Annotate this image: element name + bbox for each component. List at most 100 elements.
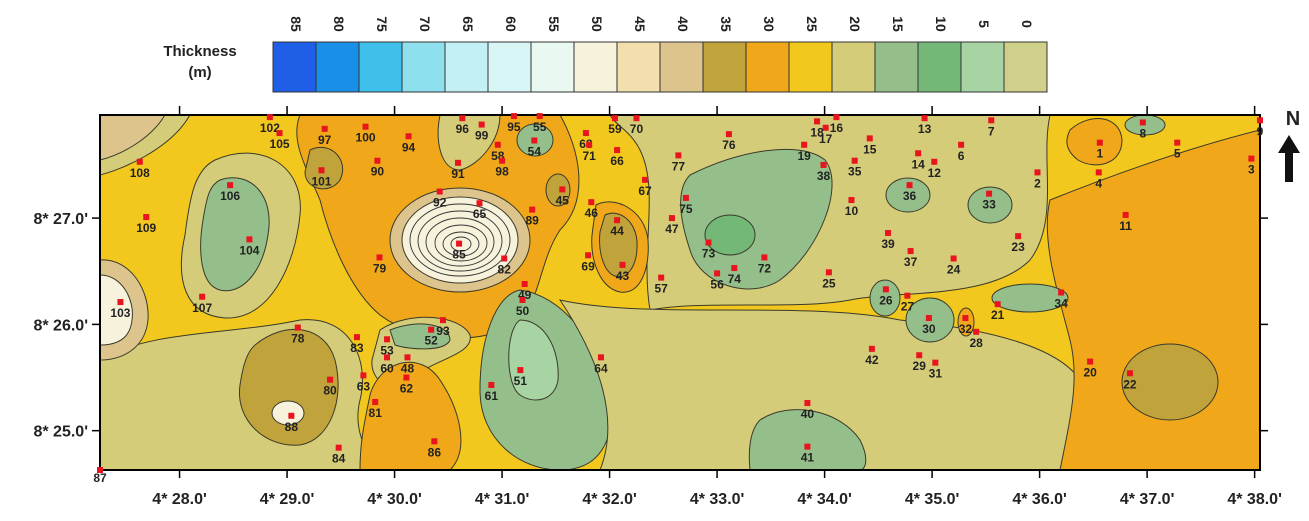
station-marker bbox=[404, 354, 410, 360]
legend-level-label: 35 bbox=[718, 16, 734, 32]
station-label: 35 bbox=[848, 165, 862, 179]
station-marker bbox=[926, 315, 932, 321]
station-label: 92 bbox=[433, 196, 447, 210]
station-marker bbox=[705, 240, 711, 246]
color-swatch bbox=[359, 42, 402, 92]
station-label: 101 bbox=[311, 174, 331, 188]
station-label: 61 bbox=[485, 389, 499, 403]
station-label: 1 bbox=[1096, 147, 1103, 161]
station-marker bbox=[501, 255, 507, 261]
station-label: 27 bbox=[901, 300, 915, 314]
station-marker bbox=[931, 159, 937, 165]
station-marker bbox=[377, 254, 383, 260]
station-label: 108 bbox=[130, 166, 150, 180]
station-label: 74 bbox=[728, 272, 742, 286]
station-marker bbox=[869, 346, 875, 352]
station-label: 60 bbox=[380, 361, 394, 375]
legend-level-label: 0 bbox=[1019, 20, 1035, 28]
station-marker bbox=[199, 294, 205, 300]
station-label: 91 bbox=[451, 167, 465, 181]
station-marker bbox=[585, 252, 591, 258]
y-tick-label: 8* 25.0' bbox=[33, 424, 88, 441]
station-marker bbox=[327, 377, 333, 383]
station-label: 25 bbox=[822, 276, 836, 290]
station-marker bbox=[428, 327, 434, 333]
station-marker bbox=[915, 150, 921, 156]
station-label: 3 bbox=[1248, 163, 1255, 177]
station-marker bbox=[951, 255, 957, 261]
station-label: 94 bbox=[402, 140, 416, 154]
legend-level-label: 75 bbox=[374, 16, 390, 32]
station-label: 48 bbox=[401, 361, 415, 375]
station-marker bbox=[559, 186, 565, 192]
x-tick-label: 4* 35.0' bbox=[905, 491, 960, 508]
station-label: 6 bbox=[958, 149, 965, 163]
station-marker bbox=[833, 114, 839, 120]
station-label: 40 bbox=[801, 407, 815, 421]
station-label: 11 bbox=[1119, 219, 1132, 233]
station-label: 62 bbox=[400, 382, 414, 396]
station-label: 96 bbox=[456, 122, 470, 136]
station-label: 20 bbox=[1083, 366, 1097, 380]
station-label: 31 bbox=[929, 367, 943, 381]
station-marker bbox=[431, 438, 437, 444]
station-marker bbox=[1034, 169, 1040, 175]
station-marker bbox=[848, 197, 854, 203]
station-marker bbox=[973, 329, 979, 335]
station-label: 105 bbox=[270, 137, 290, 151]
station-marker bbox=[459, 115, 465, 121]
station-label: 70 bbox=[630, 122, 644, 136]
station-marker bbox=[916, 352, 922, 358]
station-marker bbox=[495, 142, 501, 148]
station-marker bbox=[731, 265, 737, 271]
station-label: 77 bbox=[672, 159, 686, 173]
station-label: 106 bbox=[220, 189, 240, 203]
station-marker bbox=[1087, 359, 1093, 365]
color-swatch bbox=[789, 42, 832, 92]
color-swatch bbox=[918, 42, 961, 92]
station-marker bbox=[363, 124, 369, 130]
station-label: 89 bbox=[525, 214, 539, 228]
station-marker bbox=[633, 115, 639, 121]
station-marker bbox=[683, 195, 689, 201]
station-marker bbox=[619, 262, 625, 268]
station-marker bbox=[440, 317, 446, 323]
station-marker bbox=[852, 158, 858, 164]
station-label: 42 bbox=[865, 353, 879, 367]
color-swatch bbox=[617, 42, 660, 92]
station-label: 13 bbox=[918, 122, 932, 136]
station-marker bbox=[658, 275, 664, 281]
station-label: 56 bbox=[710, 277, 724, 291]
station-marker bbox=[520, 297, 526, 303]
station-label: 87 bbox=[93, 471, 107, 485]
station-marker bbox=[372, 399, 378, 405]
station-label: 93 bbox=[436, 324, 450, 338]
station-label: 73 bbox=[702, 247, 716, 261]
station-label: 98 bbox=[495, 165, 509, 179]
station-label: 51 bbox=[514, 374, 528, 388]
station-label: 69 bbox=[581, 259, 595, 273]
station-label: 18 bbox=[810, 125, 824, 139]
color-swatch bbox=[961, 42, 1004, 92]
x-tick-label: 4* 32.0' bbox=[582, 491, 637, 508]
station-label: 65 bbox=[473, 207, 487, 221]
station-label: 7 bbox=[988, 124, 995, 138]
legend-level-label: 55 bbox=[546, 16, 562, 32]
contour-region bbox=[1067, 119, 1122, 165]
station-label: 81 bbox=[369, 406, 383, 420]
station-marker bbox=[455, 160, 461, 166]
station-label: 44 bbox=[610, 224, 624, 238]
station-marker bbox=[117, 299, 123, 305]
station-marker bbox=[517, 367, 523, 373]
legend-level-label: 10 bbox=[933, 16, 949, 32]
station-label: 30 bbox=[922, 322, 936, 336]
station-marker bbox=[476, 200, 482, 206]
station-label: 36 bbox=[903, 189, 917, 203]
station-label: 39 bbox=[881, 237, 895, 251]
station-label: 72 bbox=[758, 261, 772, 275]
station-marker bbox=[885, 230, 891, 236]
station-marker bbox=[336, 445, 342, 451]
station-label: 67 bbox=[638, 184, 652, 198]
station-marker bbox=[614, 217, 620, 223]
legend-level-label: 70 bbox=[417, 16, 433, 32]
